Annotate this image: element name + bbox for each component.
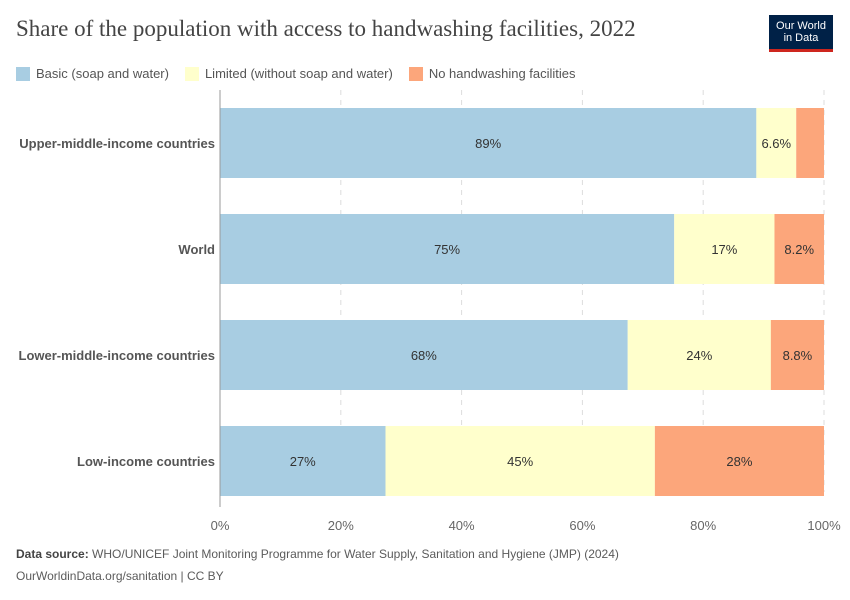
bar-segment xyxy=(674,214,775,284)
category-label: Upper-middle-income countries xyxy=(19,136,215,151)
legend: Basic (soap and water) Limited (without … xyxy=(16,66,592,81)
legend-item-basic[interactable]: Basic (soap and water) xyxy=(16,66,169,81)
bar-segment xyxy=(770,320,824,390)
license-note[interactable]: OurWorldinData.org/sanitation | CC BY xyxy=(16,569,224,583)
category-label: Low-income countries xyxy=(77,454,215,469)
legend-swatch-none xyxy=(408,66,423,81)
bar-segment xyxy=(220,108,757,178)
legend-swatch-limited xyxy=(184,66,199,81)
x-tick-label: 20% xyxy=(328,518,354,533)
bar-segment xyxy=(220,426,386,496)
category-label: Lower-middle-income countries xyxy=(19,348,215,363)
bar-segment xyxy=(220,214,675,284)
source-label: Data source: xyxy=(16,547,89,561)
bar-segment xyxy=(654,426,824,496)
x-tick-label: 80% xyxy=(690,518,716,533)
bar-segment xyxy=(756,108,797,178)
owid-logo[interactable]: Our World in Data xyxy=(769,15,833,52)
source-note: Data source: WHO/UNICEF Joint Monitoring… xyxy=(16,547,619,561)
source-text: WHO/UNICEF Joint Monitoring Programme fo… xyxy=(92,547,619,561)
x-tick-label: 100% xyxy=(807,518,841,533)
data-label: 8.2% xyxy=(784,242,814,257)
legend-swatch-basic xyxy=(16,66,30,81)
data-label: 75% xyxy=(434,242,460,257)
bar-segment xyxy=(220,320,628,390)
chart-title: Share of the population with access to h… xyxy=(16,16,636,41)
x-tick-label: 60% xyxy=(569,518,595,533)
data-label: 89% xyxy=(475,136,501,151)
data-label: 6.6% xyxy=(761,136,791,151)
data-label: 45% xyxy=(507,454,533,469)
logo-line-1: Our World xyxy=(776,20,826,32)
bar-segment xyxy=(385,426,655,496)
data-label: 17% xyxy=(711,242,737,257)
data-label: 68% xyxy=(411,348,437,363)
x-tick-label: 0% xyxy=(211,518,230,533)
stacked-bar-chart: 0% 20% 40% 60% 80% 100% 89% 6.6% Upper-middle-in… xyxy=(19,90,841,533)
data-label: 28% xyxy=(726,454,752,469)
legend-label-none: No handwashing facilities xyxy=(428,66,576,81)
data-label: 8.8% xyxy=(783,348,813,363)
bar-segment xyxy=(796,108,824,178)
legend-label-basic: Basic (soap and water) xyxy=(36,66,169,81)
data-label: 27% xyxy=(290,454,316,469)
x-tick-label: 40% xyxy=(449,518,475,533)
legend-label-limited: Limited (without soap and water) xyxy=(204,66,393,81)
legend-item-limited[interactable]: Limited (without soap and water) xyxy=(184,66,393,81)
bar-segment xyxy=(774,214,824,284)
license-text: OurWorldinData.org/sanitation | CC BY xyxy=(16,569,224,583)
category-label: World xyxy=(178,242,215,257)
data-label: 24% xyxy=(686,348,712,363)
legend-item-none[interactable]: No handwashing facilities xyxy=(408,66,576,81)
bar-segment xyxy=(627,320,771,390)
logo-line-2: in Data xyxy=(783,32,819,44)
